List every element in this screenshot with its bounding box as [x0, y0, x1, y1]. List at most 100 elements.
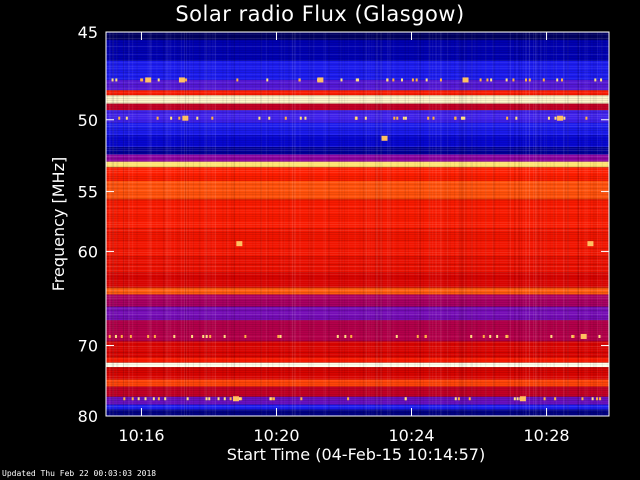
texture-line	[106, 280, 609, 281]
spike-dot	[427, 116, 430, 120]
intensity-band	[106, 294, 609, 307]
texture-flicker	[522, 32, 524, 416]
intensity-band	[106, 79, 609, 91]
texture-line	[106, 154, 609, 155]
x-tick-label: 10:28	[523, 426, 569, 445]
texture-flicker	[417, 32, 419, 416]
texture-flicker	[589, 32, 591, 416]
texture-flicker	[156, 32, 158, 416]
intensity-band	[106, 122, 609, 136]
spike-dot	[596, 397, 599, 401]
texture-flicker	[112, 32, 114, 416]
texture-line	[106, 290, 609, 291]
texture-flicker	[387, 32, 389, 416]
spike-dot	[336, 334, 339, 338]
texture-line	[106, 286, 609, 287]
texture-flicker	[192, 32, 194, 416]
texture-line	[106, 240, 609, 241]
spike-dot	[482, 334, 485, 338]
texture-flicker	[577, 32, 579, 416]
spike-dot	[591, 397, 594, 401]
texture-line	[106, 374, 609, 375]
texture-line	[106, 112, 609, 113]
texture-line	[106, 274, 609, 275]
spike-dot	[141, 78, 144, 82]
texture-flicker	[563, 32, 565, 416]
spike-dot	[186, 397, 189, 401]
texture-flicker	[538, 32, 540, 416]
texture-flicker	[368, 32, 370, 416]
y-tick-label: 55	[78, 183, 98, 202]
texture-flicker	[518, 32, 520, 416]
texture-flicker	[299, 32, 301, 416]
spike-dot	[461, 116, 464, 120]
texture-flicker	[111, 32, 113, 416]
texture-flicker	[601, 32, 603, 416]
texture-line	[106, 348, 609, 349]
texture-flicker	[529, 32, 531, 416]
texture-line	[106, 386, 609, 387]
texture-flicker	[516, 32, 518, 416]
texture-flicker	[555, 32, 557, 416]
spike-dot	[454, 116, 457, 120]
texture-line	[106, 48, 609, 49]
texture-flicker	[215, 32, 217, 416]
texture-line	[106, 354, 609, 355]
texture-flicker	[444, 32, 445, 416]
texture-line	[106, 336, 609, 337]
texture-flicker	[405, 32, 407, 416]
texture-flicker	[163, 32, 165, 416]
intensity-band	[106, 409, 609, 416]
texture-flicker	[362, 32, 364, 416]
texture-line	[106, 248, 609, 249]
texture-line	[106, 126, 609, 127]
texture-flicker	[564, 32, 566, 416]
texture-flicker	[485, 32, 487, 416]
spike-dot	[120, 334, 123, 338]
texture-line	[106, 98, 609, 99]
texture-flicker	[471, 32, 473, 416]
texture-line	[106, 262, 609, 263]
spike-dot	[118, 116, 121, 120]
texture-flicker	[293, 32, 295, 416]
texture-flicker	[476, 32, 478, 416]
texture-flicker	[123, 32, 125, 416]
intensity-band	[106, 180, 609, 200]
texture-flicker	[493, 32, 495, 416]
texture-flicker	[189, 32, 191, 416]
spike-dot	[396, 116, 399, 120]
texture-flicker	[373, 32, 374, 416]
spike-dot	[572, 334, 575, 338]
spike-dot	[191, 334, 194, 338]
texture-line	[106, 380, 609, 381]
spike-dot	[585, 116, 588, 120]
spike-dot	[115, 78, 118, 82]
texture-line	[106, 174, 609, 175]
texture-flicker	[111, 32, 113, 416]
texture-line	[106, 406, 609, 407]
texture-flicker	[432, 32, 434, 416]
texture-flicker	[198, 32, 200, 416]
bright-spot	[145, 77, 152, 83]
texture-flicker	[122, 32, 124, 416]
texture-line	[106, 232, 609, 233]
spike-dot	[454, 397, 457, 401]
spike-dot	[506, 334, 509, 338]
texture-flicker	[308, 32, 310, 416]
texture-flicker	[126, 32, 128, 416]
texture-flicker	[567, 32, 569, 416]
texture-flicker	[528, 32, 530, 416]
texture-flicker	[109, 32, 111, 416]
texture-line	[106, 328, 609, 329]
texture-flicker	[313, 32, 315, 416]
texture-flicker	[363, 32, 365, 416]
spike-dot	[525, 78, 528, 82]
texture-flicker	[310, 32, 312, 416]
spectrogram-heatmap	[106, 32, 609, 416]
texture-flicker	[539, 32, 541, 416]
spike-dot	[164, 397, 167, 401]
y-axis-label: Frequency [MHz]	[49, 157, 68, 291]
texture-line	[106, 352, 609, 353]
spike-dot	[144, 397, 147, 401]
texture-flicker	[447, 32, 449, 416]
